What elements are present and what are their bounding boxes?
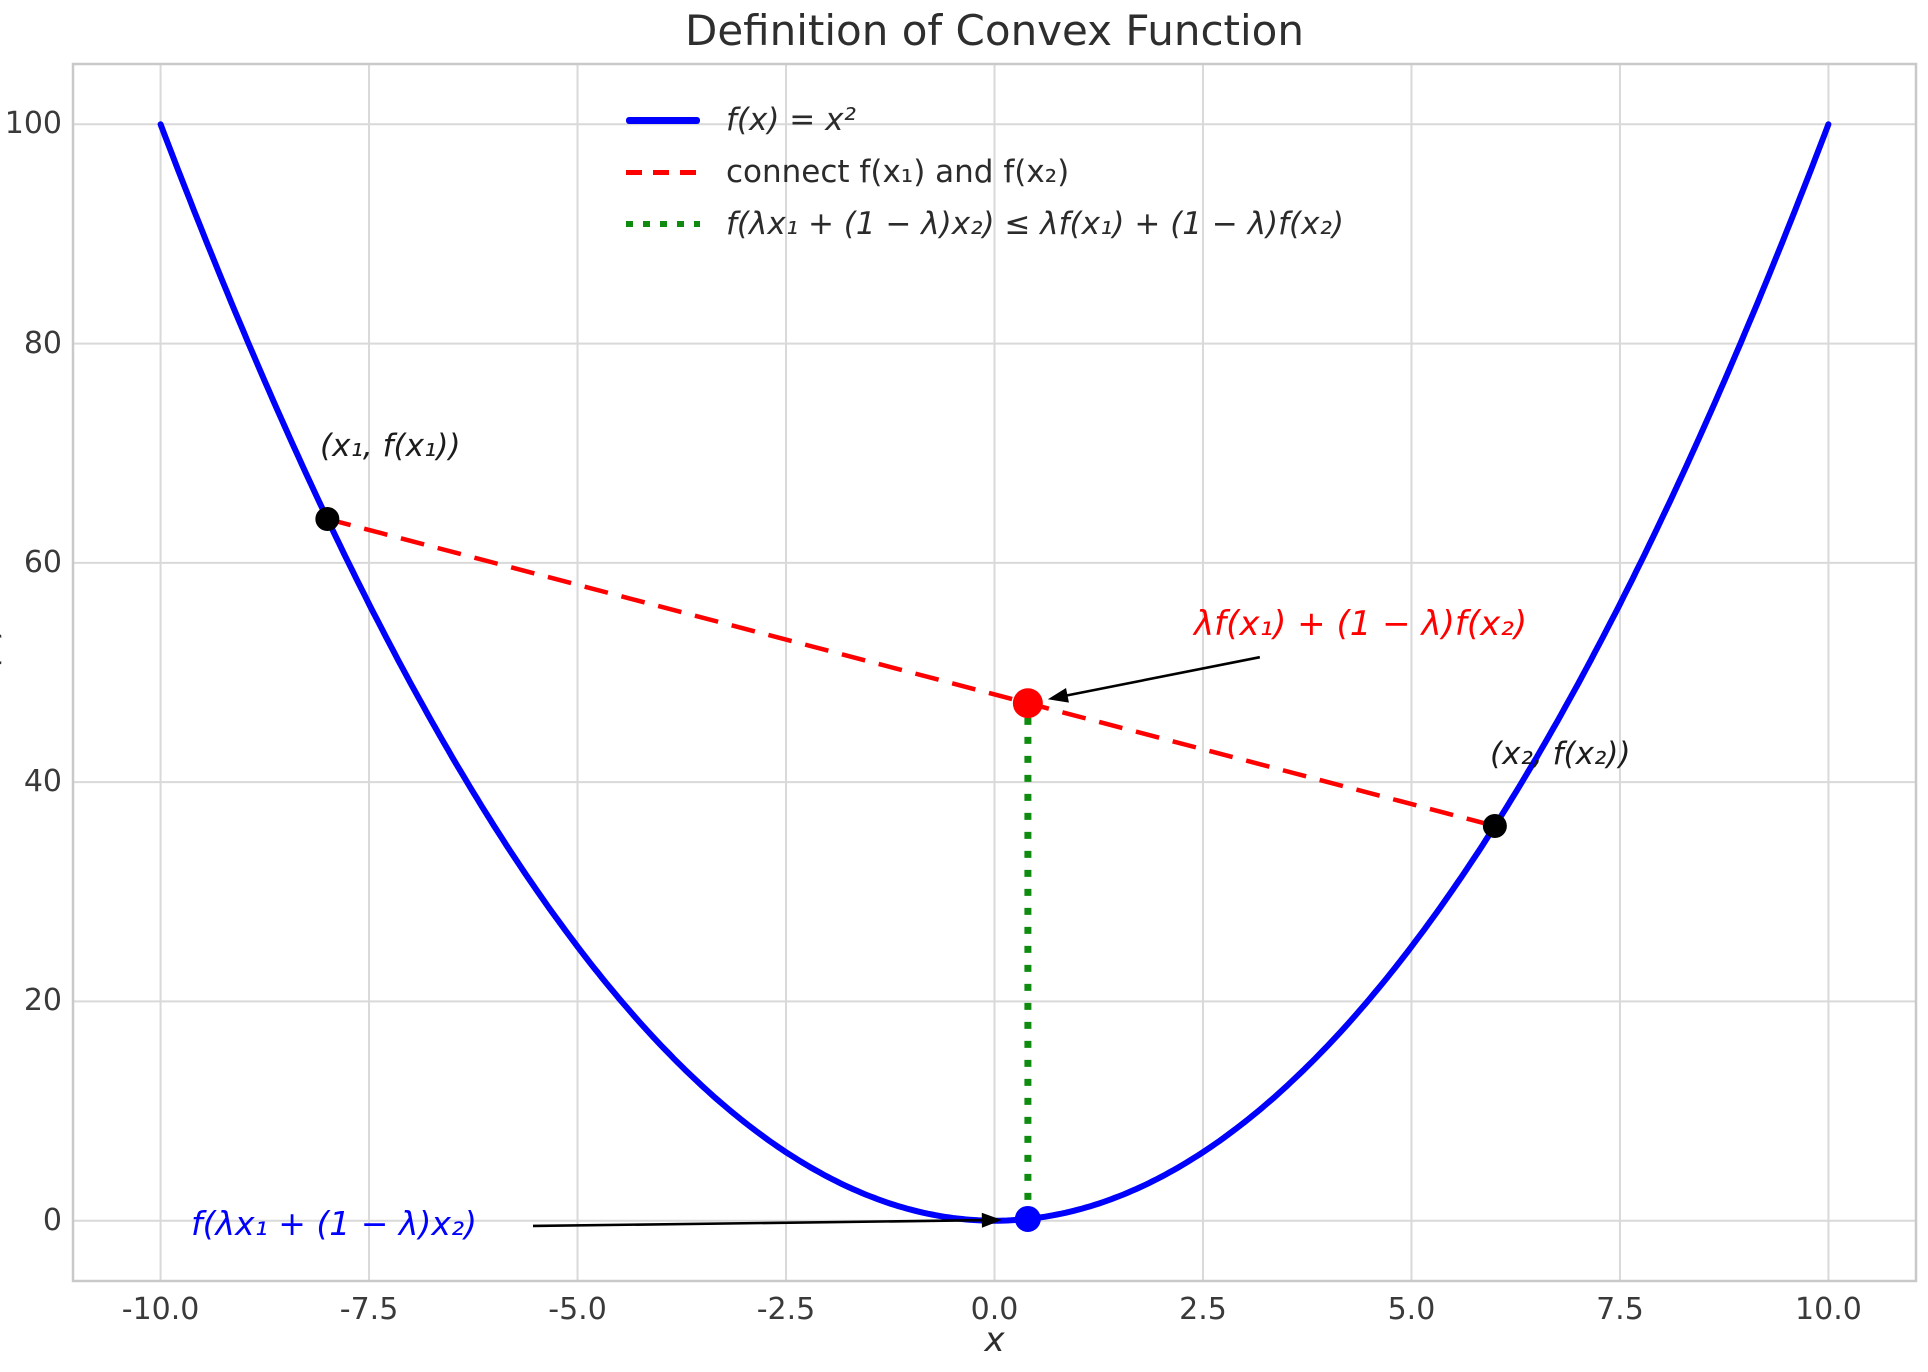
point-function-combination [1014,1205,1041,1232]
x-tick-label: -7.5 [339,1292,399,1327]
x-axis-label: x [984,1320,1005,1360]
y-tick-label: 20 [23,983,62,1019]
annotation-arrowhead-icon [1047,687,1069,703]
chart-title: Definition of Convex Function [684,6,1304,55]
point-chord-combination [1012,688,1043,719]
legend-line-sample-dashed-icon [626,169,700,175]
y-tick-label: 80 [23,325,62,361]
legend: f(x) = x² connect f(x₁) and f(x₂) f(λx₁ … [626,96,1344,252]
legend-entry-chord: connect f(x₁) and f(x₂) [626,148,1344,196]
legend-label: connect f(x₁) and f(x₂) [726,154,1070,190]
x-tick-label: -2.5 [756,1292,816,1327]
x-tick-label: 7.5 [1596,1292,1644,1327]
annotation-arrow [1059,655,1261,699]
annotation-arrow [532,1218,990,1228]
y-axis-label: f(x) [0,622,6,682]
plot-spines [71,62,1918,1283]
legend-label: f(x) = x² [726,102,856,138]
annotation-chord-combination: λf(x₁) + (1 − λ)f(x₂) [1194,604,1528,644]
y-tick-label: 0 [42,1202,62,1238]
y-tick-label: 40 [23,764,62,800]
x-tick-label: -10.0 [121,1292,200,1327]
legend-entry-inequality: f(λx₁ + (1 − λ)x₂) ≤ λf(x₁) + (1 − λ)f(x… [626,200,1344,248]
annotation-point-x2: (x₂, f(x₂)) [1490,736,1631,772]
x-tick-label: -5.0 [548,1292,607,1327]
legend-line-sample-dotted-icon [626,221,700,227]
point-x2 [1482,813,1507,838]
legend-line-sample-solid-icon [626,116,700,124]
annotation-point-x1: (x₁, f(x₁)) [320,428,461,464]
x-tick-label: 0.0 [970,1292,1019,1327]
annotation-arrowhead-icon [981,1212,1002,1228]
y-tick-label: 60 [23,544,62,580]
series-dashed [326,516,1496,829]
point-x1 [315,507,340,532]
annotation-function-combination: f(λx₁ + (1 − λ)x₂) [191,1204,477,1243]
legend-label: f(λx₁ + (1 − λ)x₂) ≤ λf(x₁) + (1 − λ)f(x… [726,206,1345,242]
x-tick-label: 2.5 [1179,1292,1227,1327]
legend-entry-curve: f(x) = x² [626,96,1344,144]
x-tick-label: 5.0 [1387,1292,1436,1327]
y-tick-label: 100 [4,106,62,142]
x-tick-label: 10.0 [1795,1292,1862,1327]
